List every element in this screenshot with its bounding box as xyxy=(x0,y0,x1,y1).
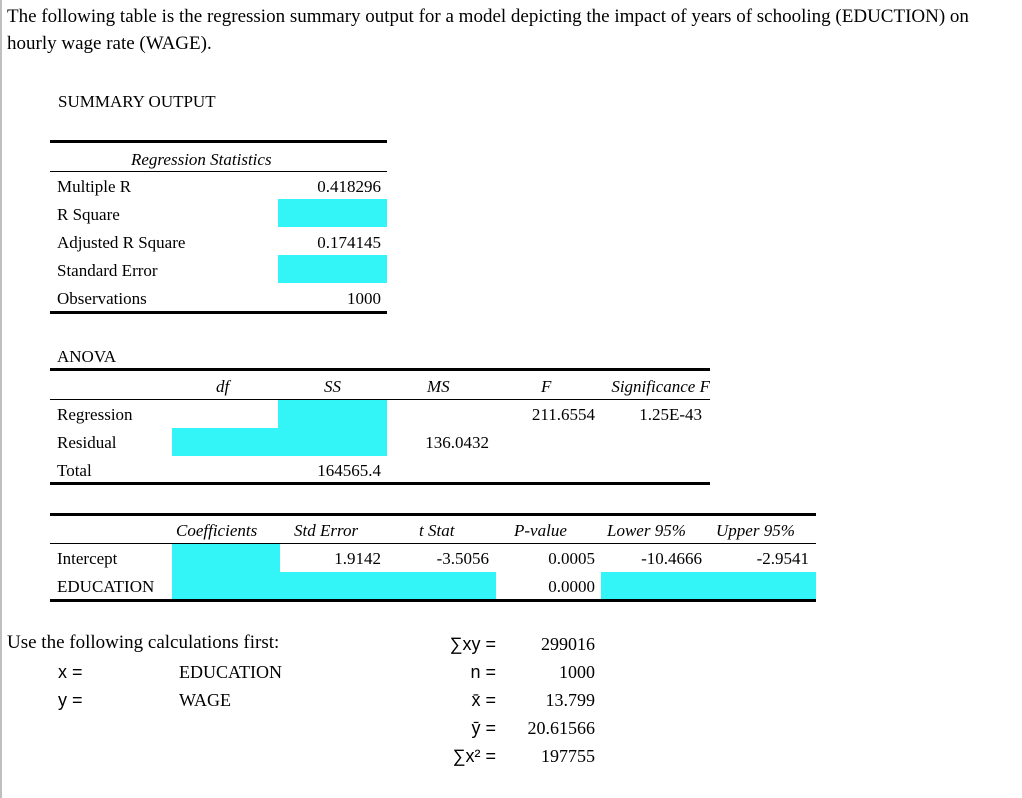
calc-sum-symbol: ȳ = xyxy=(471,718,496,738)
calc-sum-symbol: n = xyxy=(470,662,496,682)
regstat-label: Adjusted R Square xyxy=(57,233,186,252)
calc-var-symbol: y = xyxy=(58,690,83,710)
regression-ss-answer-cell[interactable] xyxy=(278,400,387,428)
coef-row-label: Intercept xyxy=(57,549,118,568)
coef-header-std-error: Std Error xyxy=(294,521,359,540)
coef-header-p-value: P-value xyxy=(514,521,567,540)
calculations-title: Use the following calculations first: xyxy=(7,632,280,653)
r-square-answer-cell[interactable] xyxy=(278,199,387,227)
intercept-lower-95: -10.4666 xyxy=(641,549,702,568)
anova-header-ss: SS xyxy=(324,377,341,396)
regstat-label: Observations xyxy=(57,289,147,308)
calc-var-symbol: x = xyxy=(58,662,83,682)
total-ss-value: 164565.4 xyxy=(317,461,381,480)
anova-header-df: df xyxy=(216,377,230,396)
regstat-value: 0.174145 xyxy=(317,233,381,252)
anova-header-ms: MS xyxy=(427,377,450,396)
calc-sum-value: 13.799 xyxy=(545,690,596,710)
coef-row-label: EDUCATION xyxy=(57,577,155,596)
anova-row-label: Total xyxy=(57,461,92,480)
calc-sum-symbol: ∑xy = xyxy=(449,634,496,654)
anova-row-label: Residual xyxy=(57,433,117,452)
intercept-coef-answer-cell[interactable] xyxy=(172,544,280,572)
education-p-value: 0.0000 xyxy=(548,577,595,596)
education-coef-se-t-answer-cell[interactable] xyxy=(172,572,496,599)
calc-sum-symbol: x̄ = xyxy=(471,690,496,710)
standard-error-answer-cell[interactable] xyxy=(278,255,387,283)
page-left-border xyxy=(0,0,2,798)
residual-df-ss-answer-cell[interactable] xyxy=(172,428,387,456)
regstat-value: 1000 xyxy=(347,289,381,308)
coef-header-t-stat: t Stat xyxy=(419,521,455,540)
calc-var-name: EDUCATION xyxy=(179,662,282,682)
calc-sum-value: 1000 xyxy=(559,662,595,682)
education-ci-answer-cell[interactable] xyxy=(601,572,816,599)
intercept-p-value: 0.0005 xyxy=(548,549,595,568)
calc-sum-value: 299016 xyxy=(541,634,595,654)
intercept-upper-95: -2.9541 xyxy=(756,549,809,568)
calc-sum-value: 20.61566 xyxy=(527,718,596,738)
regression-f-value: 211.6554 xyxy=(531,405,595,424)
anova-row-label: Regression xyxy=(57,405,133,424)
coef-header-upper-95: Upper 95% xyxy=(716,521,795,540)
anova-header-f: F xyxy=(541,377,552,396)
regression-statistics-header: Regression Statistics xyxy=(131,150,272,169)
coef-header-coefficients: Coefficients xyxy=(176,521,258,540)
intercept-std-error: 1.9142 xyxy=(334,549,381,568)
intro-paragraph: The following table is the regression su… xyxy=(7,6,969,54)
residual-ms-value: 136.0432 xyxy=(425,433,489,452)
coef-header-lower-95: Lower 95% xyxy=(607,521,686,540)
anova-title: ANOVA xyxy=(57,347,117,366)
anova-header-sigf: Significance F xyxy=(611,377,710,396)
regstat-label: Standard Error xyxy=(57,261,158,280)
regstat-label: R Square xyxy=(57,205,120,224)
summary-output-title: SUMMARY OUTPUT xyxy=(58,92,216,111)
regstat-label: Multiple R xyxy=(57,177,132,196)
calc-sum-value: 197755 xyxy=(541,746,595,766)
calc-sum-symbol: ∑x² = xyxy=(452,746,496,766)
anova-header-sigf-clip: Significance F xyxy=(600,370,710,398)
intercept-t-stat: -3.5056 xyxy=(436,549,489,568)
calc-var-name: WAGE xyxy=(179,690,231,710)
regstat-value: 0.418296 xyxy=(317,177,381,196)
regression-sigf-value: 1.25E-43 xyxy=(639,405,702,424)
